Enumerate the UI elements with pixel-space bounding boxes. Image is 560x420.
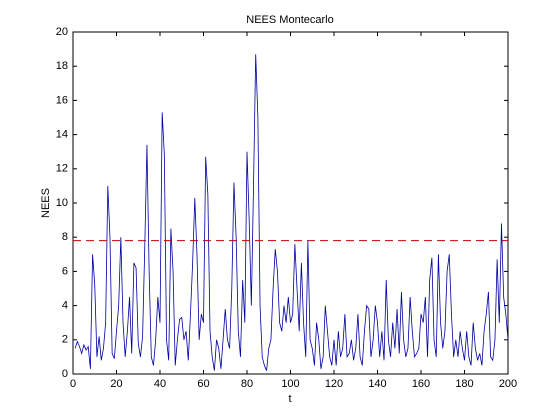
- x-tick-label: 200: [499, 378, 517, 390]
- x-tick-label: 140: [368, 378, 386, 390]
- y-tick-label: 8: [62, 231, 68, 243]
- y-tick-label: 2: [62, 334, 68, 346]
- x-tick-label: 160: [412, 378, 430, 390]
- y-tick-label: 20: [56, 26, 68, 38]
- y-axis-label: NEES: [40, 188, 52, 218]
- x-tick-label: 180: [455, 378, 473, 390]
- y-tick-label: 14: [56, 129, 68, 141]
- x-tick-label: 40: [154, 378, 166, 390]
- y-tick-label: 10: [56, 197, 68, 209]
- y-tick-label: 0: [62, 368, 68, 380]
- x-tick-label: 120: [325, 378, 343, 390]
- x-tick-label: 0: [70, 378, 76, 390]
- y-tick-label: 18: [56, 60, 68, 72]
- y-tick-label: 6: [62, 265, 68, 277]
- x-tick-label: 20: [110, 378, 122, 390]
- x-tick-label: 80: [241, 378, 253, 390]
- chart-title: NEES Montecarlo: [246, 14, 333, 26]
- x-tick-label: 100: [281, 378, 299, 390]
- data-line: [74, 54, 509, 371]
- y-tick-label: 4: [62, 300, 68, 312]
- x-axis-label: t: [288, 393, 291, 405]
- y-tick-label: 16: [56, 94, 68, 106]
- y-tick-label: 12: [56, 163, 68, 175]
- x-tick-label: 60: [197, 378, 209, 390]
